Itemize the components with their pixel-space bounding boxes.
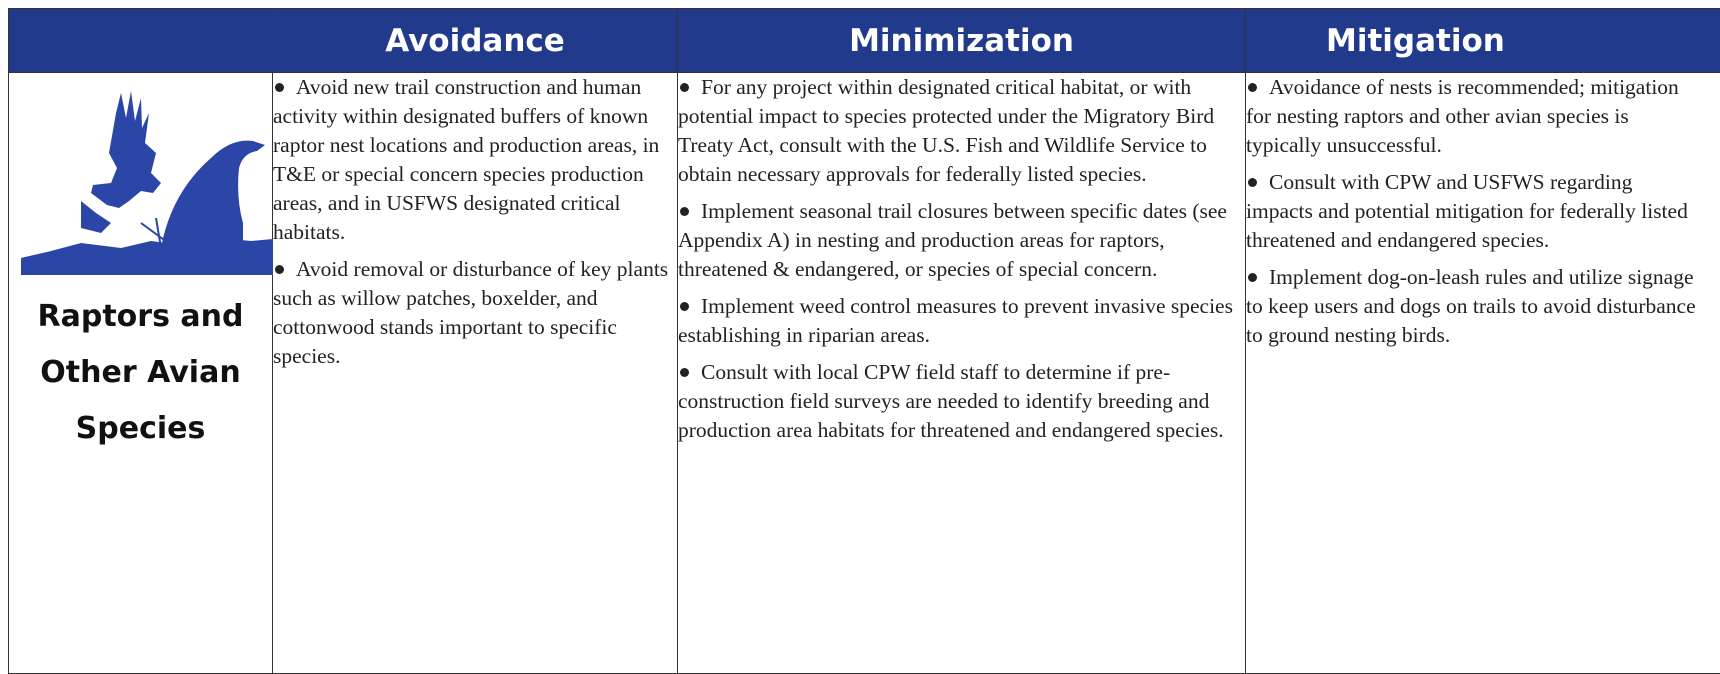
cell: Avoid new trail construction and human a… — [273, 73, 678, 674]
cell: For any project within designated critic… — [678, 73, 1246, 674]
bullet: Avoid new trail construction and human a… — [273, 73, 677, 247]
bullet: Avoidance of nests is recommended; mitig… — [1246, 73, 1698, 160]
bird-image — [21, 73, 273, 283]
bullet: Consult with local CPW field staff to de… — [678, 358, 1245, 445]
bullet: Implement dog-on-leash rules and utilize… — [1246, 263, 1698, 350]
bullet: Implement weed control measures to preve… — [678, 292, 1245, 350]
bullet: For any project within designated critic… — [678, 73, 1245, 189]
bullet: Avoid removal or disturbance of key plan… — [273, 255, 677, 371]
header-cell: Minimization — [678, 9, 1246, 73]
label-cell: Raptors and Other Avian Species — [9, 73, 273, 674]
header-cell: Mitigation — [1246, 9, 1720, 73]
header-row: Avoidance Minimization Mitigation — [9, 9, 1720, 73]
page: Avoidance Minimization Mitigation Raptor… — [0, 0, 1720, 674]
header-cell: Avoidance — [273, 9, 678, 73]
cell: Avoidance of nests is recommended; mitig… — [1246, 73, 1720, 674]
body-row: Raptors and Other Avian Species Avoid ne… — [9, 73, 1720, 674]
row-label: Raptors and Other Avian Species — [9, 283, 272, 457]
table: Avoidance Minimization Mitigation Raptor… — [8, 8, 1720, 674]
bullet: Consult with CPW and USFWS regarding imp… — [1246, 168, 1698, 255]
bullet: Implement seasonal trail closures betwee… — [678, 197, 1245, 284]
header-blank — [9, 9, 273, 73]
